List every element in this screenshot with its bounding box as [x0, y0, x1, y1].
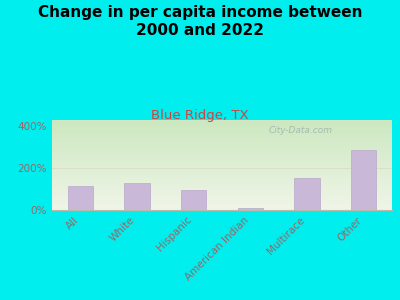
- Bar: [68, 186, 93, 210]
- Text: Change in per capita income between
2000 and 2022: Change in per capita income between 2000…: [38, 4, 362, 38]
- Bar: [124, 183, 150, 210]
- Bar: [294, 178, 320, 210]
- Bar: [351, 150, 376, 210]
- Bar: [238, 208, 263, 210]
- Text: Blue Ridge, TX: Blue Ridge, TX: [151, 110, 249, 122]
- Text: City-Data.com: City-Data.com: [268, 126, 332, 135]
- Bar: [181, 190, 206, 210]
